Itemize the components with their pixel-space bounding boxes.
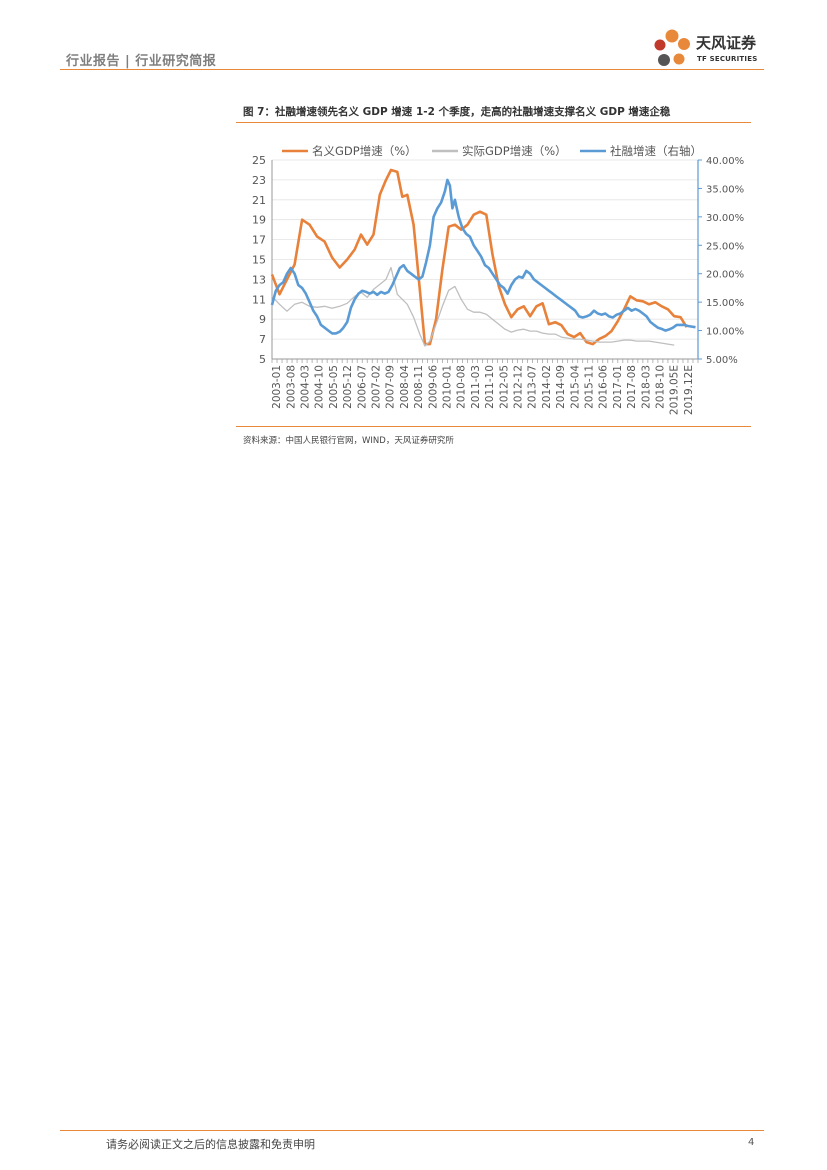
tf-securities-logo: 天风证券 TF SECURITIES [650,26,765,70]
y-left-tick-label: 23 [252,174,266,187]
x-tick-label: 2016-06 [598,365,610,409]
x-tick-label: 2012-12 [513,365,525,409]
y-left-tick-label: 11 [252,293,266,306]
x-tick-label: 2014-09 [555,365,567,409]
y-left-tick-label: 7 [259,333,266,346]
figure-bottom-rule [236,426,751,427]
x-tick-label: 2012-05 [498,365,510,409]
y-right-tick-label: 20.00% [706,270,744,281]
x-tick-label: 2008-04 [399,365,411,409]
y-left-tick-label: 19 [252,214,266,227]
logo-name: 天风证券 [696,34,757,52]
x-tick-label: 2011-10 [484,365,496,409]
x-tick-label: 2003-08 [285,365,297,409]
y-right-tick-label: 25.00% [706,241,744,252]
x-tick-label: 2007-02 [371,365,383,409]
y-left-tick-label: 5 [259,353,266,366]
x-tick-label: 2005-12 [342,365,354,409]
x-tick-label: 2004-03 [300,365,312,409]
x-tick-label: 2017-08 [626,365,638,409]
y-left-tick-label: 9 [259,313,266,326]
y-right-tick-label: 30.00% [706,213,744,224]
series-line [270,168,688,346]
footer-disclaimer: 请务必阅读正文之后的信息披露和免责申明 [106,1138,315,1151]
x-tick-label: 2019.12E [683,365,695,415]
y-right-tick-label: 15.00% [706,298,744,309]
flower-logo-icon [654,29,690,66]
x-tick-label: 2003-01 [271,365,283,409]
x-tick-label: 2005-05 [328,365,340,409]
x-tick-label: 2018-03 [640,365,652,409]
header-divider [60,69,764,70]
x-tick-label: 2004-10 [314,365,326,409]
y-right-tick-label: 5.00% [706,355,738,366]
figure-top-rule [236,122,751,123]
x-tick-label: 2010-01 [442,365,454,409]
legend-label: 社融增速（右轴） [610,144,702,158]
legend-label: 实际GDP增速（%） [462,144,567,158]
x-tick-label: 2006-07 [356,365,368,409]
x-tick-label: 2014-02 [541,365,553,409]
series-line [271,266,675,347]
report-category: 行业报告 | 行业研究简报 [66,54,217,69]
y-right-tick-label: 10.00% [706,327,744,338]
y-left-tick-label: 21 [252,194,266,207]
y-right-tick-label: 35.00% [706,184,744,195]
x-tick-label: 2011-03 [470,365,482,409]
legend-label: 名义GDP增速（%） [312,144,417,158]
x-tick-label: 2007-09 [385,365,397,409]
x-tick-label: 2017-01 [612,365,624,409]
x-tick-label: 2013-07 [527,365,539,409]
y-left-tick-label: 25 [252,154,266,167]
y-left-tick-label: 17 [252,234,266,247]
series-line [270,178,696,335]
x-tick-label: 2015-04 [569,365,581,409]
gdp-vs-social-financing-chart: 25 23 21 19 17 15 13 11 9 7 5 40.00% 35.00% 30.00% 25.… [252,144,744,415]
page-number: 4 [748,1137,755,1148]
x-tick-label: 2009-06 [427,365,439,409]
x-tick-label: 2018-10 [655,365,667,409]
footer-divider [60,1130,764,1131]
figure-title: 图 7：社融增速领先名义 GDP 增速 1-2 个季度，走高的社融增速支撑名义 … [243,106,671,118]
x-tick-label: 2010-08 [456,365,468,409]
logo-subtitle: TF SECURITIES [697,55,758,63]
y-left-tick-label: 13 [252,273,266,286]
x-tick-label: 2019.05E [669,365,681,415]
y-left-tick-label: 15 [252,254,266,267]
x-tick-label: 2015-11 [584,365,596,409]
y-right-tick-label: 40.00% [706,156,744,167]
x-tick-label: 2008-11 [413,365,425,409]
figure-source: 资料来源：中国人民银行官网，WIND，天风证券研究所 [243,436,454,446]
